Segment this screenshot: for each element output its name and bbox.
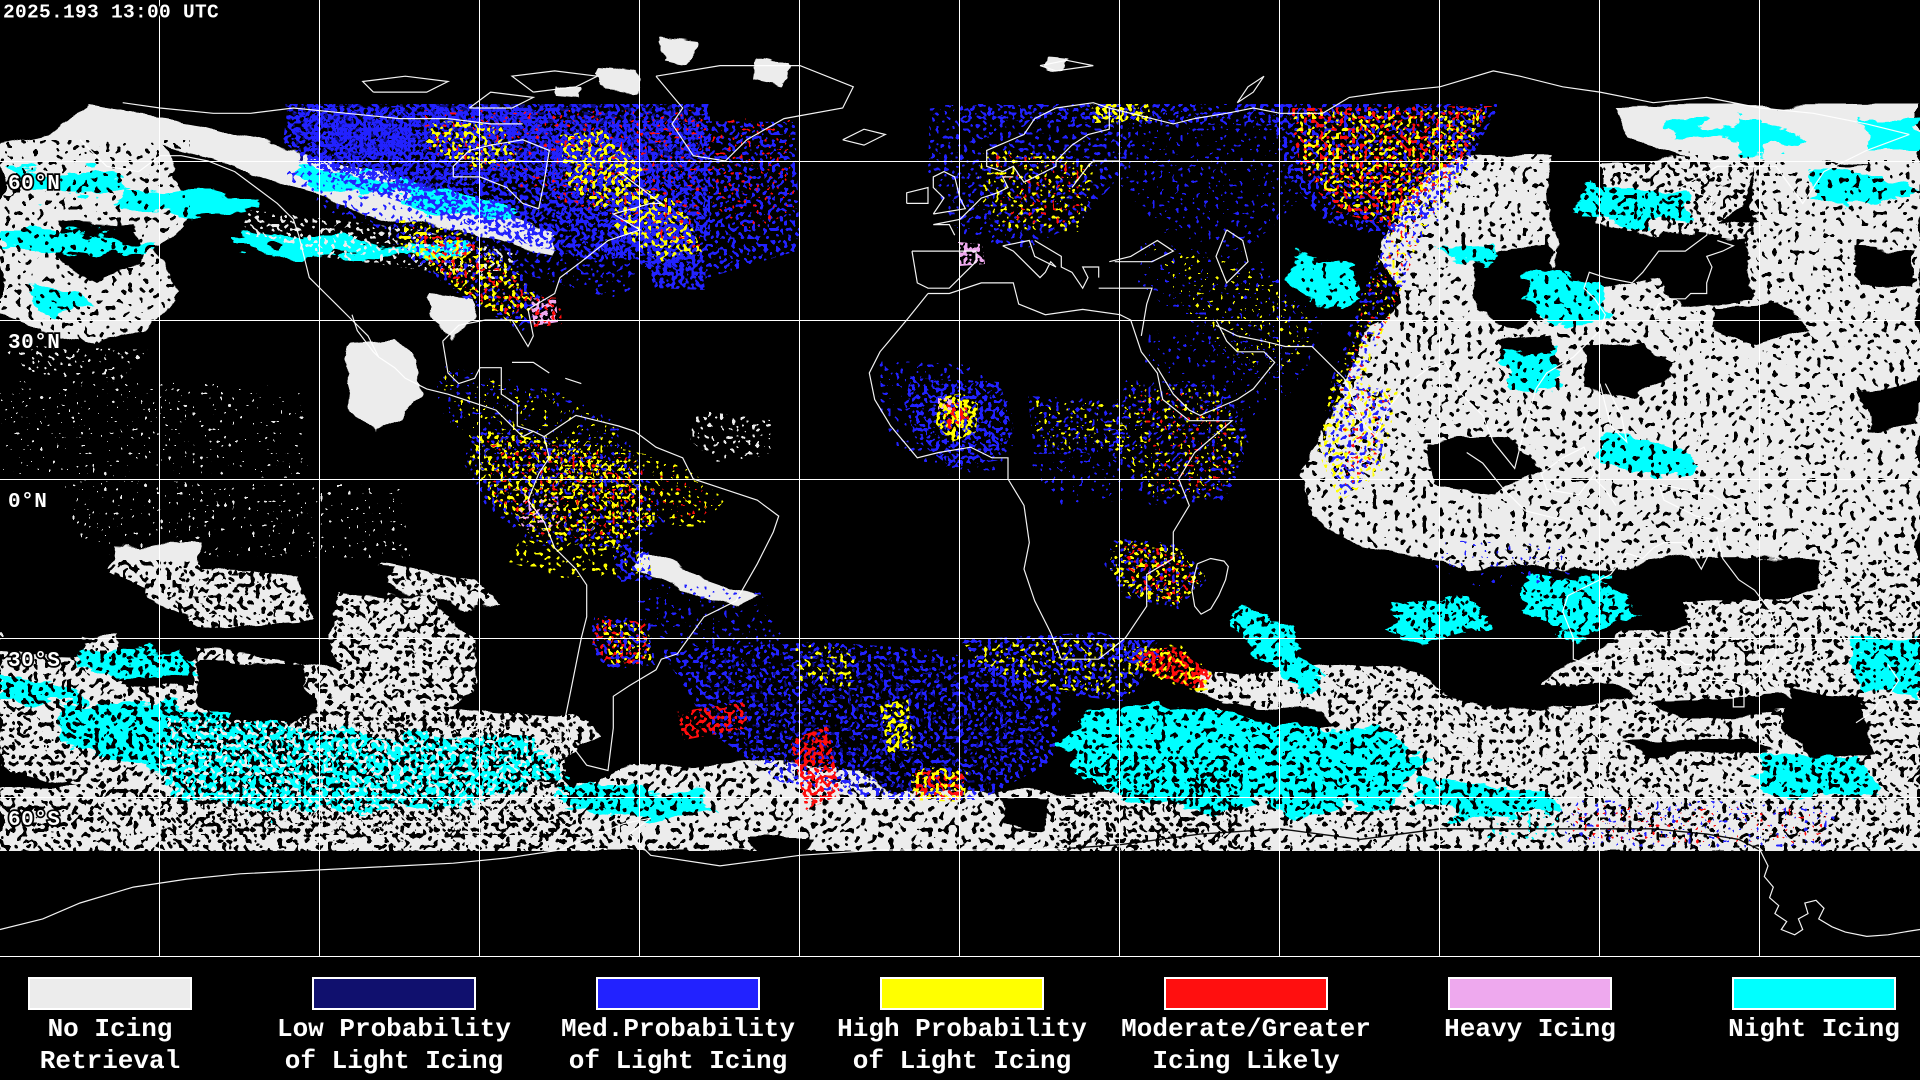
svg-text:Low Probability: Low Probability bbox=[277, 1014, 511, 1044]
svg-text:30°S: 30°S bbox=[8, 650, 60, 673]
svg-text:Retrieval: Retrieval bbox=[40, 1046, 180, 1076]
svg-text:0°N: 0°N bbox=[8, 491, 47, 514]
svg-text:60°S: 60°S bbox=[8, 809, 60, 832]
svg-text:No Icing: No Icing bbox=[48, 1014, 173, 1044]
svg-text:Moderate/Greater: Moderate/Greater bbox=[1121, 1014, 1371, 1044]
svg-text:High Probability: High Probability bbox=[837, 1014, 1087, 1044]
svg-text:30°N: 30°N bbox=[8, 332, 60, 355]
svg-text:Heavy Icing: Heavy Icing bbox=[1444, 1014, 1616, 1044]
svg-text:of Light Icing: of Light Icing bbox=[853, 1046, 1071, 1076]
svg-text:Med.Probability: Med.Probability bbox=[561, 1014, 795, 1044]
svg-text:Icing Likely: Icing Likely bbox=[1152, 1046, 1340, 1076]
svg-text:of Light Icing: of Light Icing bbox=[285, 1046, 503, 1076]
svg-text:2025.193 13:00 UTC: 2025.193 13:00 UTC bbox=[3, 2, 219, 24]
svg-text:Night Icing: Night Icing bbox=[1728, 1014, 1900, 1044]
svg-text:of Light Icing: of Light Icing bbox=[569, 1046, 787, 1076]
svg-text:60°N: 60°N bbox=[8, 173, 60, 196]
